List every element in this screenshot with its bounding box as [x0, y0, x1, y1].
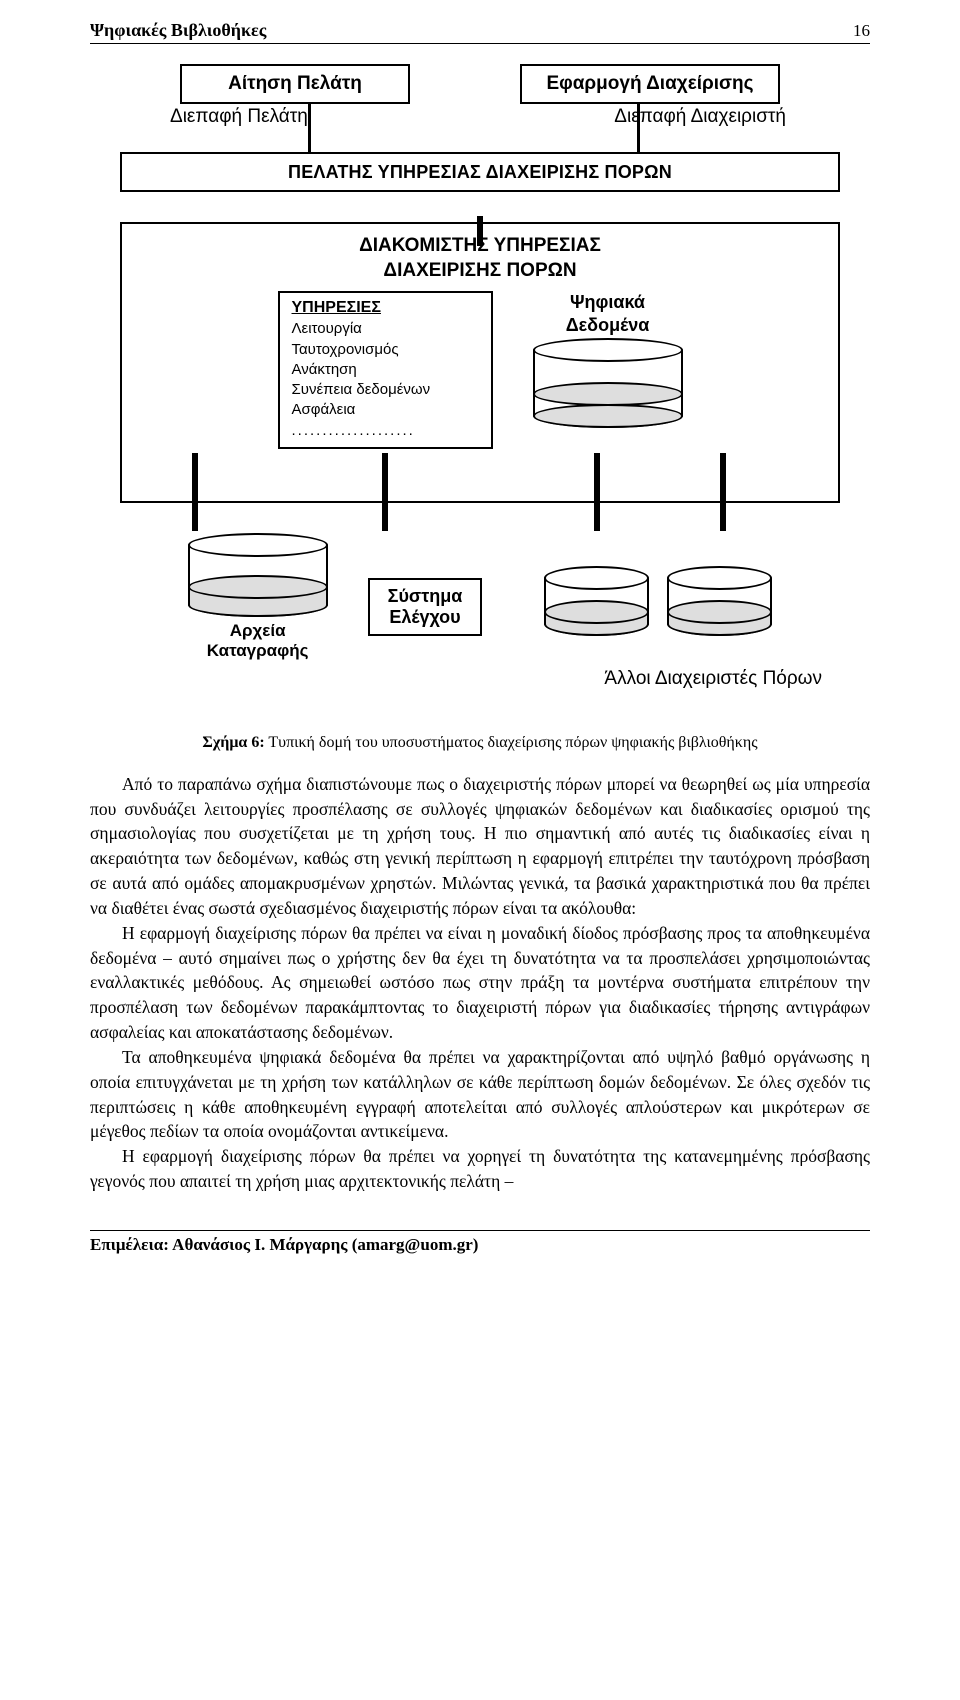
server-title-line2: ΔΙΑΧΕΙΡΙΣΗΣ ΠΟΡΩΝ — [383, 260, 576, 281]
paragraph: Η εφαρμογή διαχείρισης πόρων θα πρέπει ν… — [90, 1144, 870, 1194]
caption-text: Τυπική δομή του υποσυστήματος διαχείριση… — [265, 734, 758, 751]
server-title-line1: ΔΙΑΚΟΜΙΣΤΗΣ ΥΠΗΡΕΣΙΑΣ — [359, 235, 601, 256]
caption-bold: Σχήμα 6: — [202, 734, 264, 751]
admin-interface-label: Διεπαφή Διαχειριστή — [614, 106, 786, 128]
control-l1: Σύστημα — [388, 586, 463, 606]
connector — [720, 453, 726, 531]
connector — [594, 453, 600, 531]
archives-label-l1: Αρχεία — [230, 621, 286, 640]
connector — [382, 453, 388, 531]
archives-cylinder — [188, 533, 328, 617]
page-header: Ψηφιακές Βιβλιοθήκες 16 — [90, 20, 870, 44]
service-item: Ταυτοχρονισμός — [292, 340, 479, 360]
paragraph: Τα αποθηκευμένα ψηφιακά δεδομένα θα πρέπ… — [90, 1045, 870, 1144]
other-manager-cylinder — [667, 566, 772, 636]
digital-data-cylinder — [533, 338, 683, 428]
control-l2: Ελέγχου — [389, 607, 460, 627]
other-managers-label: Άλλοι Διαχειριστές Πόρων — [604, 668, 822, 690]
architecture-diagram: Αίτηση Πελάτη Διεπαφή Πελάτη Εφαρμογή Δι… — [90, 64, 870, 728]
service-item: Ανάκτηση — [292, 360, 479, 380]
resource-client-box: ΠΕΛΑΤΗΣ ΥΠΗΡΕΣΙΑΣ ΔΙΑΧΕΙΡΙΣΗΣ ΠΟΡΩΝ — [120, 152, 840, 192]
other-manager-cylinder — [544, 566, 649, 636]
footer: Επιμέλεια: Αθανάσιος Ι. Μάργαρης (amarg@… — [90, 1230, 870, 1255]
resource-server-container: ΔΙΑΚΟΜΙΣΤΗΣ ΥΠΗΡΕΣΙΑΣ ΔΙΑΧΕΙΡΙΣΗΣ ΠΟΡΩΝ … — [120, 222, 840, 503]
archives-label-l2: Καταγραφής — [207, 641, 309, 660]
client-interface-label: Διεπαφή Πελάτη — [170, 106, 308, 128]
figure-caption: Σχήμα 6: Τυπική δομή του υποσυστήματος δ… — [90, 734, 870, 752]
paragraph: Από το παραπάνω σχήμα διαπιστώνουμε πως … — [90, 772, 870, 921]
management-app-box: Εφαρμογή Διαχείρισης — [520, 64, 780, 104]
service-item: Ασφάλεια — [292, 400, 479, 420]
doc-title: Ψηφιακές Βιβλιοθήκες — [90, 20, 266, 41]
services-title: ΥΠΗΡΕΣΙΕΣ — [292, 299, 479, 317]
body-text: Από το παραπάνω σχήμα διαπιστώνουμε πως … — [90, 772, 870, 1194]
control-system-box: Σύστημα Ελέγχου — [368, 578, 483, 636]
service-item: Συνέπεια δεδομένων — [292, 380, 479, 400]
paragraph: Η εφαρμογή διαχείρισης πόρων θα πρέπει ν… — [90, 921, 870, 1045]
service-item: Λειτουργία — [292, 319, 479, 339]
services-box: ΥΠΗΡΕΣΙΕΣ Λειτουργία Ταυτοχρονισμός Ανάκ… — [278, 291, 493, 449]
digital-data-label-l2: Δεδομένα — [566, 315, 650, 335]
client-request-box: Αίτηση Πελάτη — [180, 64, 410, 104]
connector — [192, 453, 198, 531]
page-number: 16 — [853, 21, 870, 41]
digital-data-label-l1: Ψηφιακά — [570, 292, 645, 312]
service-ellipsis: .................... — [292, 421, 479, 441]
